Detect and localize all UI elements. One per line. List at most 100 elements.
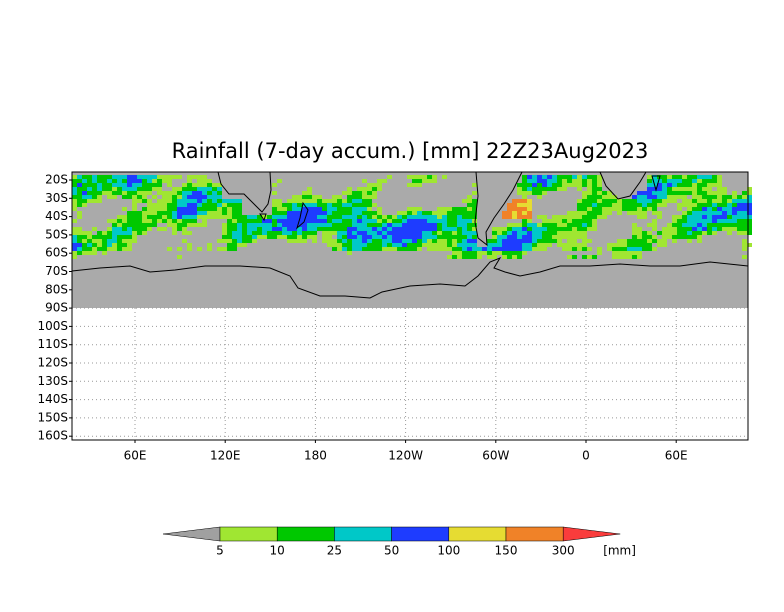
rain-cell xyxy=(622,247,627,251)
rain-cell xyxy=(172,219,177,223)
rain-cell xyxy=(362,203,367,207)
rain-cell xyxy=(532,243,537,247)
rain-cell xyxy=(742,223,747,227)
rain-cell xyxy=(167,219,172,223)
rain-cell xyxy=(72,203,77,207)
rain-cell xyxy=(682,223,687,227)
rain-cell xyxy=(182,223,187,227)
rain-cell xyxy=(137,175,142,179)
rain-cell xyxy=(362,211,367,215)
rain-cell xyxy=(242,223,247,227)
rain-cell xyxy=(187,191,192,195)
rain-cell xyxy=(587,207,592,211)
rain-cell xyxy=(602,203,607,207)
rain-cell xyxy=(492,251,497,255)
rain-cell xyxy=(112,227,117,231)
madagascar xyxy=(651,175,661,192)
rain-cell xyxy=(297,223,302,227)
rain-cell xyxy=(227,207,232,211)
lon-label: 0 xyxy=(582,449,590,463)
new-zealand xyxy=(296,201,309,230)
rain-cell xyxy=(117,235,122,239)
rain-cell xyxy=(637,239,642,243)
rain-cell xyxy=(312,219,317,223)
rain-cell xyxy=(112,239,117,243)
rain-cell xyxy=(582,211,587,215)
rain-cell xyxy=(97,187,102,191)
rain-cell xyxy=(407,231,412,235)
rain-cell xyxy=(737,223,742,227)
rain-cell xyxy=(747,203,752,207)
rain-cell xyxy=(132,187,137,191)
rain-cell xyxy=(647,187,652,191)
rain-cell xyxy=(207,247,212,251)
rain-cell xyxy=(307,203,312,207)
rain-cell xyxy=(387,235,392,239)
rain-cell xyxy=(717,203,722,207)
rain-cell xyxy=(532,247,537,251)
rain-cell xyxy=(347,187,352,191)
rain-cell xyxy=(632,227,637,231)
rain-cell xyxy=(317,219,322,223)
rain-cell xyxy=(282,211,287,215)
rain-cell xyxy=(682,227,687,231)
rain-cell xyxy=(527,235,532,239)
rain-cell xyxy=(402,215,407,219)
rain-cell xyxy=(217,199,222,203)
lat-label: 150S xyxy=(37,410,68,424)
rain-cell xyxy=(207,195,212,199)
rain-cell xyxy=(287,219,292,223)
rain-cell xyxy=(202,215,207,219)
rain-cell xyxy=(257,215,262,219)
rain-cell xyxy=(177,199,182,203)
rain-cell xyxy=(247,231,252,235)
rain-cell xyxy=(572,183,577,187)
rain-cell xyxy=(292,223,297,227)
rain-cell xyxy=(692,211,697,215)
rain-cell xyxy=(567,179,572,183)
rain-cell xyxy=(332,219,337,223)
rain-cell xyxy=(717,227,722,231)
colorbar-high xyxy=(562,526,621,542)
rain-cell xyxy=(232,203,237,207)
rain-cell xyxy=(352,231,357,235)
rain-cell xyxy=(732,203,737,207)
rain-cell xyxy=(527,247,532,251)
rain-cell xyxy=(437,207,442,211)
rain-cell xyxy=(362,207,367,211)
rain-cell xyxy=(692,199,697,203)
rain-cell xyxy=(497,235,502,239)
rain-cell xyxy=(587,191,592,195)
rain-cell xyxy=(652,227,657,231)
rain-cell xyxy=(282,203,287,207)
rain-cell xyxy=(652,223,657,227)
lat-label: 50S xyxy=(45,227,68,241)
rain-cell xyxy=(657,195,662,199)
rain-cell xyxy=(187,247,192,251)
rain-cell xyxy=(347,243,352,247)
rain-cell xyxy=(112,191,117,195)
rain-cell xyxy=(632,223,637,227)
rain-cell xyxy=(77,215,82,219)
rain-cell xyxy=(677,235,682,239)
rain-cell xyxy=(497,251,502,255)
rain-cell xyxy=(157,227,162,231)
rain-cell xyxy=(302,207,307,211)
rain-cell xyxy=(362,231,367,235)
rain-cell xyxy=(562,187,567,191)
rain-cell xyxy=(392,243,397,247)
rain-cell xyxy=(447,223,452,227)
rain-cell xyxy=(522,227,527,231)
rain-cell xyxy=(452,211,457,215)
rain-cell xyxy=(352,227,357,231)
rain-cell xyxy=(662,239,667,243)
rain-cell xyxy=(347,215,352,219)
rain-cell xyxy=(632,203,637,207)
rain-cell xyxy=(157,175,162,179)
rain-cell xyxy=(212,183,217,187)
rain-cell xyxy=(97,199,102,203)
rain-cell xyxy=(617,243,622,247)
rain-cell xyxy=(102,183,107,187)
rain-cell xyxy=(262,231,267,235)
rain-cell xyxy=(202,175,207,179)
